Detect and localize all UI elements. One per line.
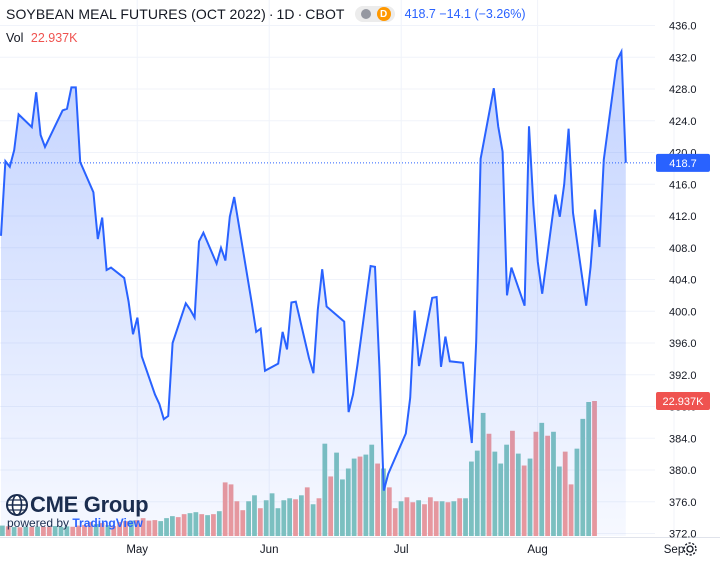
y-tick-label: 384.0 xyxy=(669,433,697,445)
y-tick-label: 424.0 xyxy=(669,116,697,128)
x-tick-label: Sep xyxy=(664,544,684,556)
volume-label: Vol xyxy=(6,31,24,45)
separator: · xyxy=(297,6,303,22)
time-axis: May Jun Jul Aug Sep xyxy=(126,544,684,556)
last-price-tag-bg xyxy=(656,153,710,172)
y-tick-label: 380.0 xyxy=(669,465,697,477)
price-line xyxy=(0,47,627,491)
x-tick-label: Aug xyxy=(527,544,547,556)
interval-label[interactable]: 1D xyxy=(276,6,295,22)
y-tick-label: 392.0 xyxy=(669,370,697,382)
settings-gear-icon[interactable] xyxy=(681,540,699,558)
y-tick-label: 436.0 xyxy=(669,21,697,33)
volume-legend: Vol 22.937K xyxy=(6,31,77,45)
powered-by[interactable]: powered by TradingView xyxy=(7,516,143,530)
market-status-pill[interactable]: D xyxy=(354,6,395,22)
volume-tag-bg xyxy=(656,392,710,410)
separator: · xyxy=(268,6,274,22)
exchange-label: CBOT xyxy=(305,6,345,22)
volume-tag: 22.937K xyxy=(663,396,705,408)
y-tick-label: 376.0 xyxy=(669,497,697,509)
volume-value: 22.937K xyxy=(30,31,78,45)
y-tick-label: 400.0 xyxy=(669,306,697,318)
y-tick-label: 428.0 xyxy=(669,84,697,96)
globe-icon xyxy=(6,494,28,516)
chart-header: SOYBEAN MEAL FUTURES (OCT 2022) · 1D · C… xyxy=(6,5,526,23)
powered-by-label: powered by xyxy=(7,516,70,530)
y-tick-label: 372.0 xyxy=(669,529,697,541)
price-area-fill xyxy=(1,51,626,536)
y-tick-label: 412.0 xyxy=(669,211,697,223)
x-tick-label: Jun xyxy=(260,544,279,556)
y-tick-label: 432.0 xyxy=(669,52,697,64)
last-price-tag: 418.7 xyxy=(669,158,697,170)
y-tick-label: 416.0 xyxy=(669,179,697,191)
price-axis: 436.0432.0428.0424.0420.0416.0412.0408.0… xyxy=(669,21,697,541)
x-tick-label: Jul xyxy=(394,544,409,556)
y-tick-label: 408.0 xyxy=(669,243,697,255)
price-quote: 418.7 −14.1 (−3.26%) xyxy=(404,7,526,21)
status-badge: D xyxy=(376,7,391,21)
logo-text: CME Group xyxy=(30,492,149,517)
symbol-title: SOYBEAN MEAL FUTURES (OCT 2022) xyxy=(6,6,266,22)
tradingview-link[interactable]: TradingView xyxy=(72,516,143,530)
market-closed-icon xyxy=(360,9,371,19)
cme-group-logo: CME Group xyxy=(6,492,149,518)
y-tick-label: 396.0 xyxy=(669,338,697,350)
x-tick-label: May xyxy=(126,544,148,556)
y-tick-label: 404.0 xyxy=(669,275,697,287)
